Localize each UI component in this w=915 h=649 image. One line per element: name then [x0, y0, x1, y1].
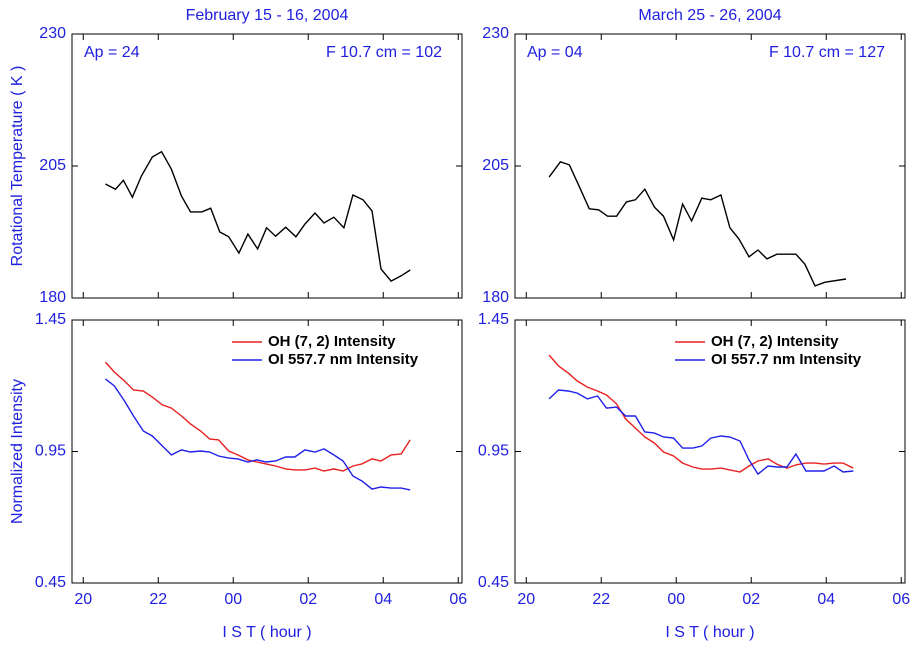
x-tick-label: 00 — [667, 591, 685, 608]
plot-frame — [71, 33, 463, 299]
y-tick-label: 0.95 — [478, 443, 509, 460]
plot-frame — [514, 33, 906, 299]
data-line — [548, 389, 854, 476]
annotation: Ap = 04 — [527, 44, 583, 61]
y-tick-label: 0.45 — [478, 574, 509, 591]
x-axis-label: I S T ( hour ) — [222, 624, 311, 641]
annotation: F 10.7 cm = 102 — [326, 44, 442, 61]
x-tick-label: 20 — [74, 591, 92, 608]
x-tick-label: 04 — [374, 591, 392, 608]
y-tick-label: 1.45 — [478, 311, 509, 328]
annotation: Ap = 24 — [84, 44, 140, 61]
x-tick-label: 22 — [592, 591, 610, 608]
legend-text: OI 557.7 nm Intensity — [711, 351, 862, 368]
y-tick-label: 205 — [482, 157, 509, 174]
x-tick-label: 02 — [742, 591, 760, 608]
legend-text: OH (7, 2) Intensity — [711, 333, 839, 350]
x-axis-label: I S T ( hour ) — [665, 624, 754, 641]
x-tick-label: 00 — [224, 591, 242, 608]
annotation: F 10.7 cm = 127 — [769, 44, 885, 61]
y-tick-label: 1.45 — [35, 311, 66, 328]
x-tick-label: 04 — [817, 591, 835, 608]
x-tick-label: 06 — [892, 591, 910, 608]
y-axis-label: Normalized Intensity — [9, 379, 26, 524]
data-line — [548, 354, 854, 473]
chart-title: March 25 - 26, 2004 — [638, 7, 781, 24]
data-line — [548, 160, 847, 287]
legend-text: OI 557.7 nm Intensity — [268, 351, 419, 368]
y-tick-label: 180 — [39, 289, 66, 306]
x-tick-label: 20 — [517, 591, 535, 608]
x-tick-label: 22 — [149, 591, 167, 608]
y-tick-label: 0.45 — [35, 574, 66, 591]
data-line — [104, 361, 411, 472]
y-tick-label: 0.95 — [35, 443, 66, 460]
legend-text: OH (7, 2) Intensity — [268, 333, 396, 350]
y-axis-label: Rotational Temperature ( K ) — [9, 66, 26, 267]
x-tick-label: 02 — [299, 591, 317, 608]
data-line — [105, 150, 411, 282]
y-tick-label: 230 — [39, 25, 66, 42]
y-tick-label: 230 — [482, 25, 509, 42]
y-tick-label: 180 — [482, 289, 509, 306]
data-line — [104, 378, 411, 491]
chart-title: February 15 - 16, 2004 — [186, 7, 349, 24]
x-tick-label: 06 — [449, 591, 467, 608]
y-tick-label: 205 — [39, 157, 66, 174]
